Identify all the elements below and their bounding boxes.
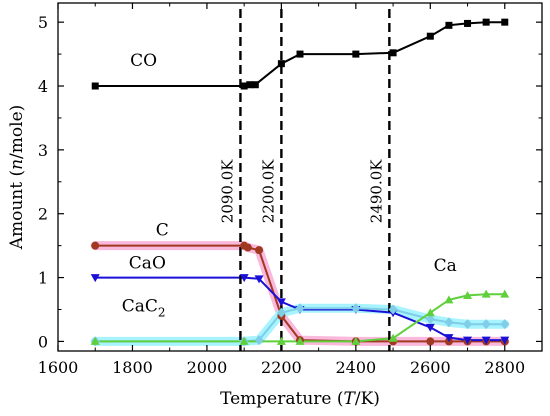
data-point-ca: [481, 289, 491, 298]
y-tick-label: 1: [38, 269, 48, 288]
data-point-cac2: [500, 319, 510, 330]
data-point-c: [255, 246, 264, 255]
series-labels: CO C CaO CaC2 Ca: [122, 51, 457, 319]
data-point-co: [426, 32, 434, 40]
data-point-cao: [90, 274, 100, 283]
series-label-cao: CaO: [129, 254, 166, 274]
data-point-ca: [444, 295, 454, 304]
x-tick-label: 2800: [484, 358, 525, 377]
data-point-cac2: [276, 307, 286, 318]
data-point-cao: [425, 323, 435, 332]
data-point-c: [91, 241, 100, 250]
data-point-co: [464, 19, 472, 27]
x-axis-title: Temperature (T/K): [220, 389, 380, 409]
data-point-ca: [463, 290, 473, 299]
data-point-ca: [425, 308, 435, 317]
data-point-cac2: [351, 303, 361, 314]
data-point-cac2: [388, 304, 398, 315]
data-point-ca: [351, 336, 361, 345]
x-tick-label: 1800: [112, 358, 153, 377]
x-tick-label: 2000: [187, 358, 228, 377]
data-point-ca: [239, 336, 249, 345]
y-axis-title: Amount (n/mole): [7, 105, 27, 251]
y-tick-label: 2: [38, 205, 48, 224]
series-markers: [90, 18, 510, 347]
data-point-ca: [295, 336, 305, 345]
x-tick-label: 2600: [410, 358, 451, 377]
data-point-cao: [500, 336, 510, 345]
x-tick-label: 2400: [335, 358, 376, 377]
data-point-cao: [276, 298, 286, 307]
data-point-ca: [276, 336, 286, 345]
data-point-c: [426, 337, 435, 346]
data-point-cao: [444, 334, 454, 343]
y-tick-label: 4: [38, 77, 48, 96]
series-label-co: CO: [130, 51, 157, 71]
data-point-c: [243, 243, 252, 252]
y-tick-label: 0: [38, 332, 48, 351]
y-tick-label: 3: [38, 141, 48, 160]
data-point-co: [91, 82, 99, 90]
vertical-line-label: 2490.0K: [367, 159, 385, 223]
data-point-ca: [500, 289, 510, 298]
data-point-cac2: [444, 317, 454, 328]
vertical-line-label: 2090.0K: [218, 159, 236, 223]
data-point-cao: [254, 275, 264, 284]
data-point-co: [246, 81, 254, 89]
data-point-cac2: [254, 335, 264, 346]
vertical-lines: 2090.0K 2200.0K 2490.0K: [218, 9, 391, 351]
data-point-ca: [388, 333, 398, 342]
data-point-co: [445, 21, 453, 29]
data-point-co: [251, 81, 259, 89]
data-point-co: [277, 60, 285, 68]
series-label-cac2: CaC2: [122, 296, 166, 319]
data-point-cac2: [463, 319, 473, 330]
axis-ticks: 1600 1800 2000 2200 2400 2600 2800 0 1 2 3 4 5: [38, 3, 542, 377]
x-tick-label: 1600: [38, 358, 79, 377]
data-point-cac2: [425, 314, 435, 325]
data-point-co: [501, 18, 509, 26]
data-point-cao: [239, 274, 249, 283]
series-label-c: C: [156, 221, 169, 241]
series-label-ca: Ca: [434, 256, 457, 276]
data-point-co: [482, 18, 490, 26]
plot-frame: [57, 2, 543, 352]
data-point-co: [240, 82, 248, 90]
data-point-cac2: [481, 319, 491, 330]
data-point-co: [352, 50, 360, 58]
data-point-co: [296, 50, 304, 58]
x-tick-label: 2200: [261, 358, 302, 377]
vertical-line-label: 2200.0K: [259, 159, 277, 223]
data-point-cao: [481, 336, 491, 345]
data-point-co: [389, 49, 397, 57]
y-tick-label: 5: [38, 13, 48, 32]
data-point-ca: [90, 336, 100, 345]
data-point-cao: [463, 336, 473, 345]
data-point-cac2: [295, 303, 305, 314]
